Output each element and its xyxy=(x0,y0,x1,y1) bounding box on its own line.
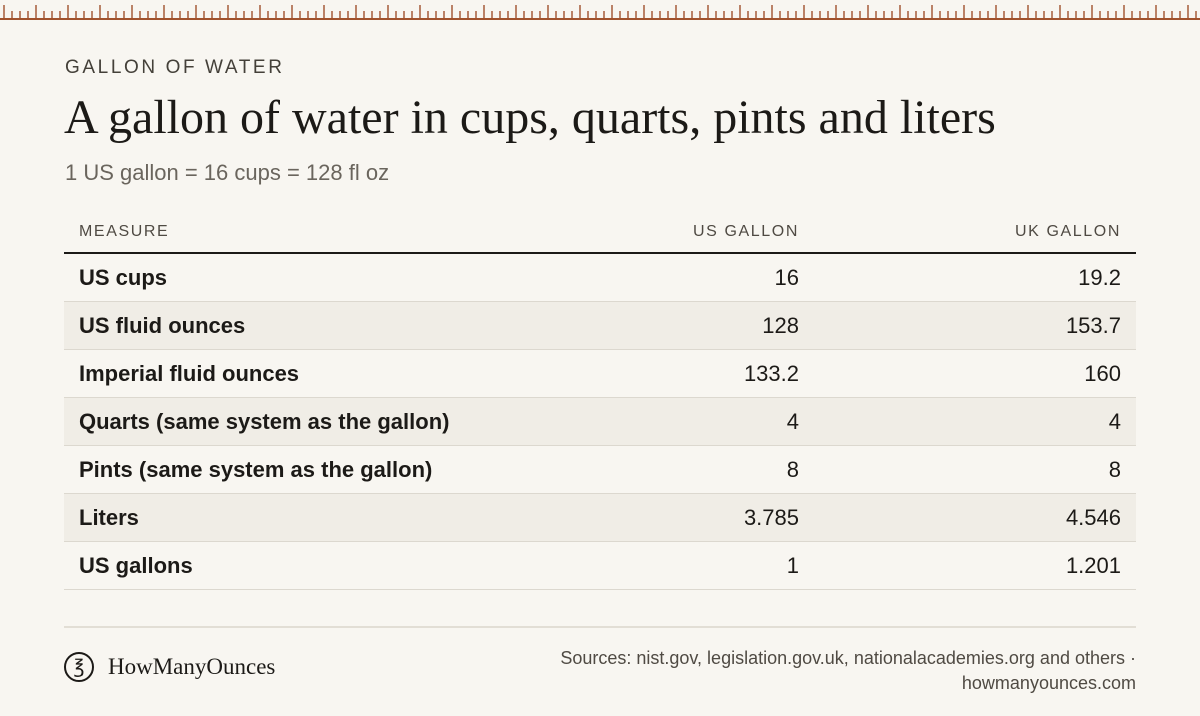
row-us-value: 8 xyxy=(786,456,799,482)
row-uk-value: 19.2 xyxy=(1078,264,1121,290)
row-us-value: 133.2 xyxy=(743,360,799,386)
column-header-measure: MEASURE xyxy=(79,223,170,240)
row-us-value: 16 xyxy=(774,264,799,290)
row-measure: Liters xyxy=(79,504,139,530)
row-measure: Pints (same system as the gallon) xyxy=(79,456,433,482)
row-measure: US cups xyxy=(79,264,168,290)
eyebrow-label: GALLON OF WATER xyxy=(65,57,285,78)
row-measure: US fluid ounces xyxy=(79,312,246,338)
row-uk-value: 4.546 xyxy=(1065,504,1121,530)
column-header-us-gallon: US GALLON xyxy=(693,223,799,240)
sources-note: Sources: nist.gov, legislation.gov.uk, n… xyxy=(560,646,1136,696)
conversion-table: MEASURE US GALLON UK GALLON US cups 16 1… xyxy=(64,212,1136,590)
row-uk-value: 153.7 xyxy=(1065,312,1121,338)
table-row: US fluid ounces 128 153.7 xyxy=(64,302,1136,350)
site-link[interactable]: howmanyounces.com xyxy=(961,673,1136,693)
row-us-value: 3.785 xyxy=(743,504,799,530)
row-us-value: 1 xyxy=(786,552,799,578)
table-header: MEASURE US GALLON UK GALLON xyxy=(64,212,1136,254)
brand-logo[interactable]: ℥ HowManyOunces xyxy=(64,652,275,682)
table-row: Quarts (same system as the gallon) 4 4 xyxy=(64,398,1136,446)
table-row: US cups 16 19.2 xyxy=(64,254,1136,302)
row-measure: Imperial fluid ounces xyxy=(79,360,300,386)
ruler-border xyxy=(0,5,1200,20)
footer-divider xyxy=(64,626,1136,628)
table-row: Pints (same system as the gallon) 8 8 xyxy=(64,446,1136,494)
row-uk-value: 1.201 xyxy=(1065,552,1121,578)
row-us-value: 4 xyxy=(786,408,799,434)
row-us-value: 128 xyxy=(762,312,799,338)
row-uk-value: 4 xyxy=(1108,408,1121,434)
ounce-glyph-icon: ℥ xyxy=(64,652,94,682)
row-uk-value: 160 xyxy=(1084,360,1121,386)
row-measure: US gallons xyxy=(79,552,193,578)
sources-line: Sources: nist.gov, legislation.gov.uk, n… xyxy=(560,648,1136,668)
page-subtitle: 1 US gallon = 16 cups = 128 fl oz xyxy=(65,160,390,185)
table-row: US gallons 1 1.201 xyxy=(64,542,1136,590)
row-measure: Quarts (same system as the gallon) xyxy=(79,408,450,434)
brand-name: HowManyOunces xyxy=(108,654,276,679)
column-header-uk-gallon: UK GALLON xyxy=(1015,223,1121,240)
table-row: Imperial fluid ounces 133.2 160 xyxy=(64,350,1136,398)
row-uk-value: 8 xyxy=(1108,456,1121,482)
table-row: Liters 3.785 4.546 xyxy=(64,494,1136,542)
page-title: A gallon of water in cups, quarts, pints… xyxy=(64,91,996,144)
